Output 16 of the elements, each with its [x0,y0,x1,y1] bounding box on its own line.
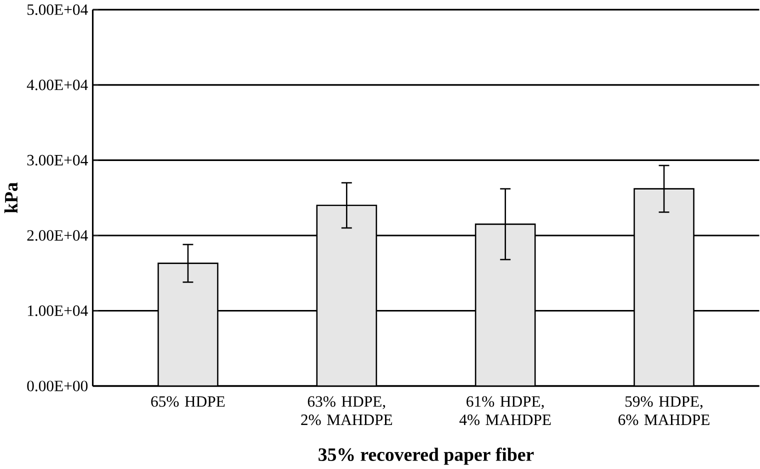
bar [158,262,218,386]
y-tick-label: 4.00E+04 [26,80,88,90]
bar [634,188,694,386]
x-tick-label: 59% HDPE, 6% MAHDPE [618,396,710,426]
x-tick-label: 65% HDPE [151,396,225,407]
y-tick-label: 2.00E+04 [27,230,88,241]
y-tick-label: 0.00E+00 [27,380,88,392]
x-axis-title: 35% recovered paper fiber [318,447,534,465]
x-tick-label: 61% HDPE, 4% MAHDPE [459,396,551,426]
bar [316,204,378,386]
y-axis-title: kPa [4,182,18,213]
y-tick-label: 3.00E+04 [27,154,88,166]
x-tick-label: 63% HDPE, 2% MAHDPE [301,396,392,426]
bar [474,223,536,386]
y-tick-label: 5.00E+04 [27,4,88,15]
y-tick-label: 1.00E+04 [28,305,88,316]
